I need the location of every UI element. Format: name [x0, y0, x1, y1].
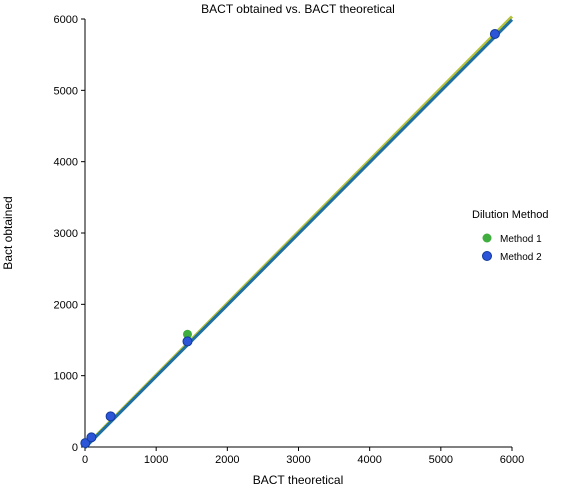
data-point-series-2 — [86, 432, 97, 443]
x-tick-label: 4000 — [357, 454, 381, 466]
x-tick-label: 0 — [82, 454, 88, 466]
legend-marker — [482, 233, 492, 243]
legend-label: Method 1 — [500, 234, 542, 245]
data-point-series-2 — [80, 438, 91, 449]
y-tick-label: 5000 — [54, 85, 78, 97]
chart-title: BACT obtained vs. BACT theoretical — [201, 2, 395, 16]
data-point-series-2 — [105, 411, 116, 422]
fit-line-series-2 — [83, 18, 514, 449]
y-ticks: 0 1000 2000 3000 4000 5000 6000 — [54, 14, 85, 454]
fit-lines — [83, 15, 514, 449]
data-point-series-2 — [489, 28, 500, 39]
y-axis-label: Bact obtained — [1, 196, 15, 269]
legend-title: Dilution Method — [472, 209, 548, 221]
x-tick-label: 2000 — [215, 454, 239, 466]
y-tick-label: 4000 — [54, 157, 78, 169]
y-tick-label: 2000 — [54, 299, 78, 311]
x-tick-label: 6000 — [500, 454, 524, 466]
x-axis-label: BACT theoretical — [253, 473, 344, 487]
data-points — [80, 28, 500, 449]
x-tick-label: 1000 — [144, 454, 168, 466]
legend-label: Method 2 — [500, 252, 542, 263]
data-point-series-1 — [182, 329, 192, 339]
x-ticks: 0 1000 2000 3000 4000 5000 6000 — [82, 447, 524, 466]
y-tick-label: 6000 — [54, 14, 78, 26]
legend: Dilution Method Method 1 Method 2 — [472, 209, 548, 263]
data-point-series-2 — [182, 336, 193, 347]
y-tick-label: 1000 — [54, 371, 78, 383]
y-tick-label: 3000 — [54, 228, 78, 240]
x-tick-label: 5000 — [429, 454, 453, 466]
y-tick-label: 0 — [72, 442, 78, 454]
x-tick-label: 3000 — [286, 454, 310, 466]
legend-marker — [482, 251, 492, 261]
